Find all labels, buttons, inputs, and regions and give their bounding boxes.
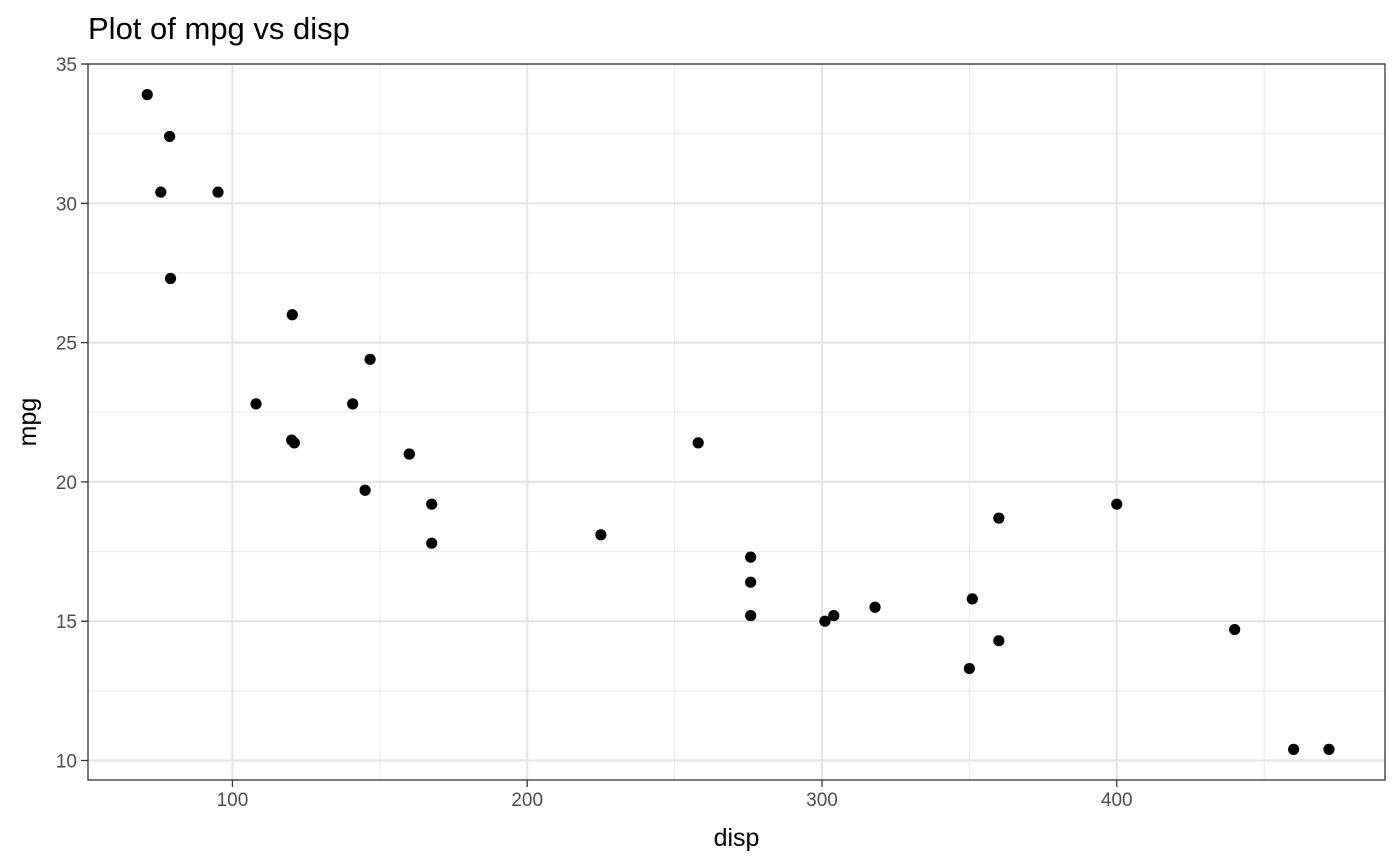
data-point	[155, 186, 167, 198]
x-tick-label: 200	[511, 790, 543, 811]
data-point	[993, 512, 1005, 524]
data-point	[963, 662, 975, 675]
data-point	[212, 186, 224, 198]
data-point	[819, 615, 831, 627]
y-tick-label: 20	[56, 473, 77, 494]
data-point	[966, 593, 978, 605]
data-point	[869, 601, 881, 613]
data-point	[347, 398, 359, 410]
data-point	[426, 537, 438, 549]
data-point	[828, 610, 840, 622]
y-tick-label: 10	[56, 751, 77, 772]
data-point	[164, 272, 177, 285]
data-point	[692, 437, 704, 449]
data-point	[1111, 498, 1123, 510]
data-point	[141, 89, 153, 101]
data-point	[164, 130, 176, 143]
y-tick-label: 35	[56, 55, 77, 76]
data-point	[745, 610, 757, 622]
data-point	[1288, 743, 1300, 755]
data-point	[1323, 743, 1335, 755]
x-tick-label: 100	[217, 790, 249, 811]
data-point	[426, 498, 438, 510]
data-point	[288, 437, 300, 449]
x-tick-label: 300	[806, 790, 838, 811]
minor-gridlines	[88, 64, 1385, 780]
y-tick-label: 25	[56, 334, 77, 355]
data-point	[286, 309, 298, 321]
data-point	[364, 353, 376, 365]
data-point	[359, 484, 371, 496]
x-tick-label: 400	[1101, 790, 1133, 811]
y-axis-title: mpg	[14, 398, 42, 447]
data-point	[745, 551, 757, 563]
y-tick-label: 30	[56, 194, 77, 215]
data-point	[250, 398, 262, 410]
x-axis-title: disp	[714, 824, 760, 852]
data-point	[595, 529, 607, 541]
data-points	[141, 89, 1335, 755]
y-axis: 10 15 20 25 30 35	[56, 55, 88, 772]
data-point	[403, 448, 415, 460]
x-axis: 100 200 300 400	[217, 780, 1133, 811]
data-point	[745, 576, 757, 588]
y-tick-label: 15	[56, 612, 77, 633]
plot-panel-border	[87, 63, 1386, 781]
chart-title: Plot of mpg vs disp	[88, 11, 350, 46]
data-point	[1229, 623, 1241, 636]
data-point	[993, 635, 1005, 647]
